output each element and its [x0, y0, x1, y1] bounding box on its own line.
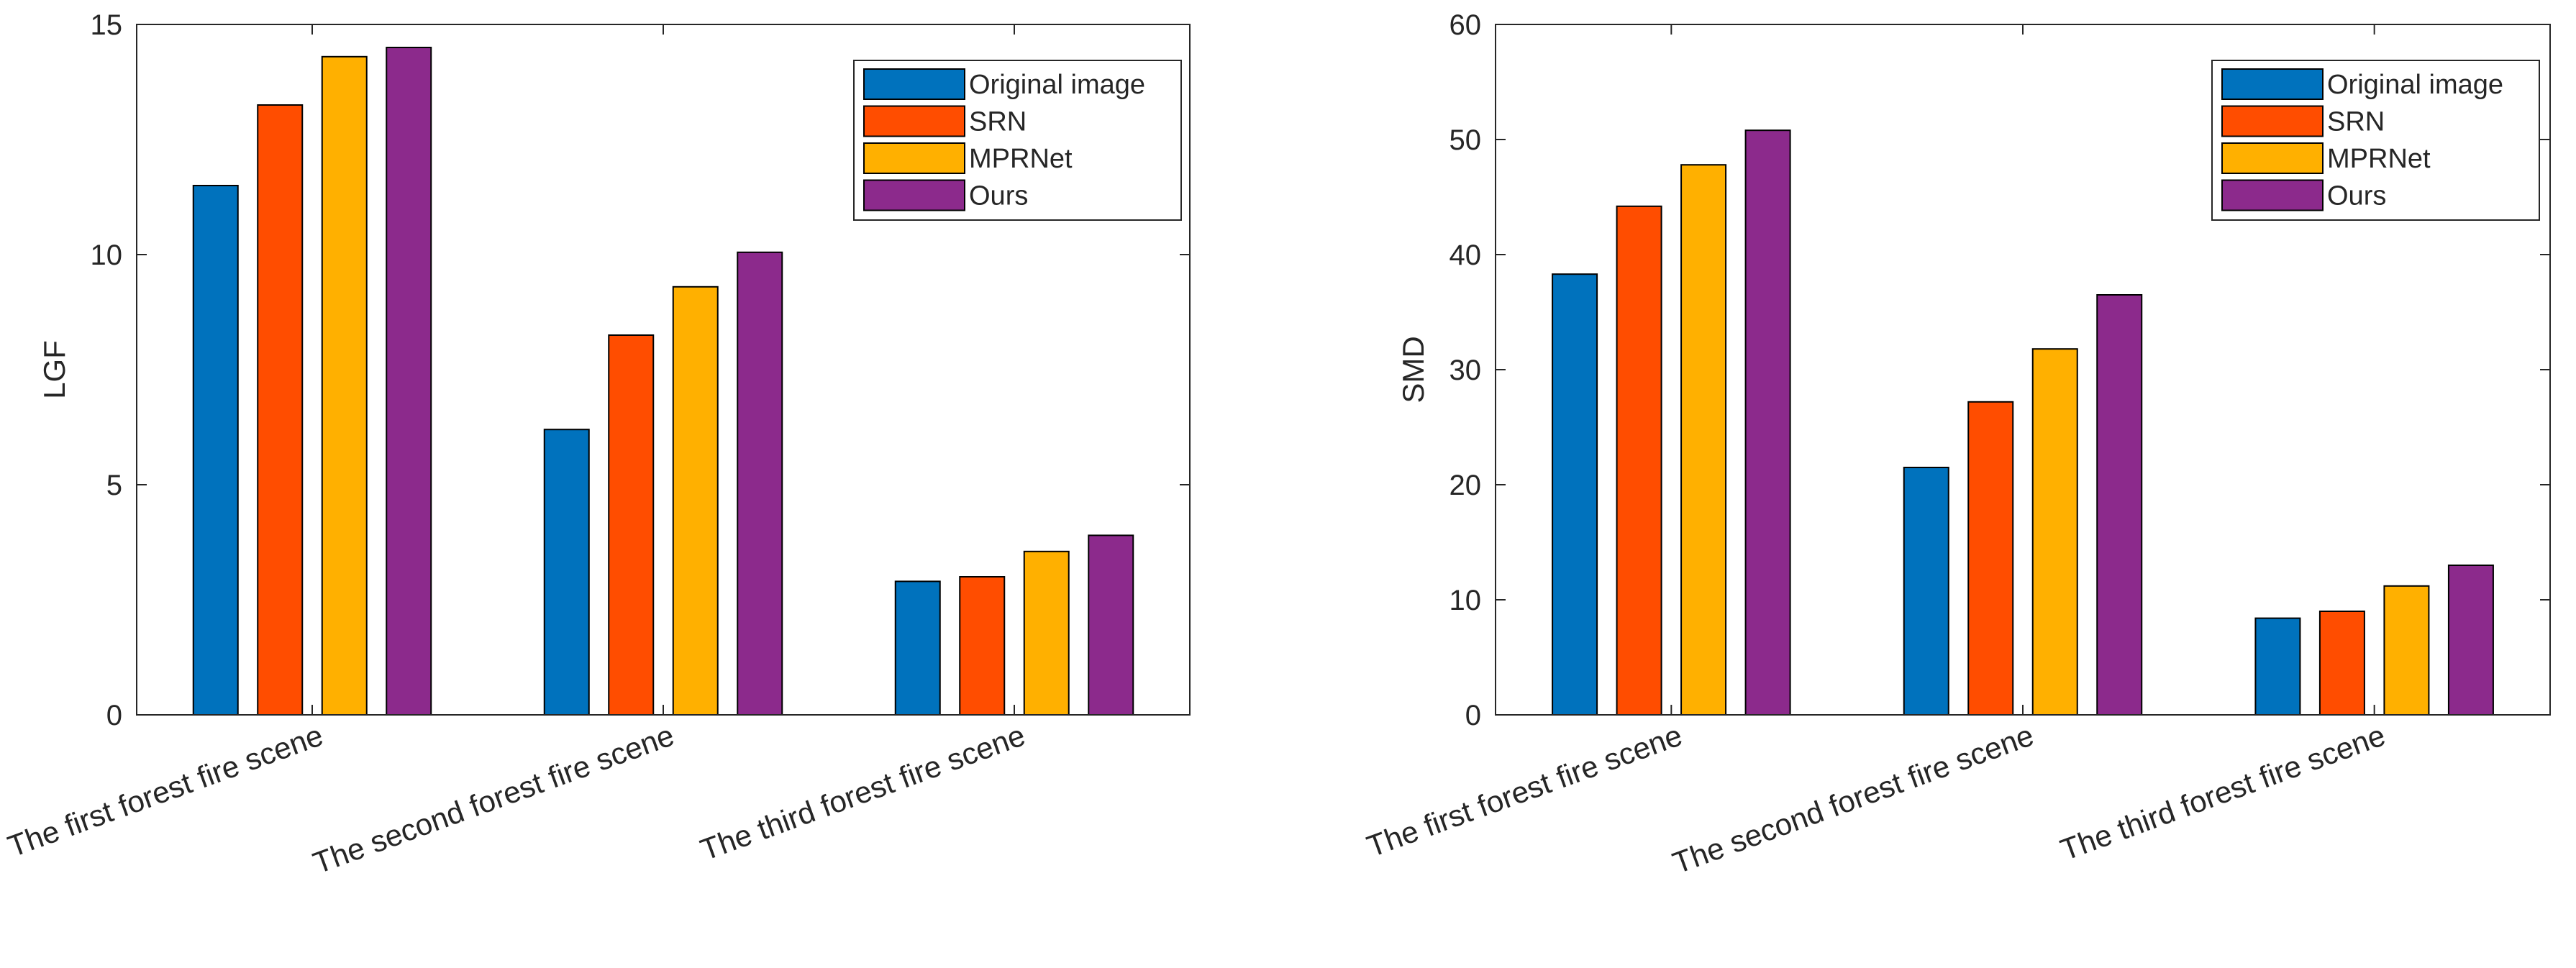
legend-swatch-srn	[863, 105, 965, 137]
y-axis-label: LGF	[37, 340, 71, 399]
bar-mprnet-2	[672, 286, 719, 716]
bar-mprnet-3	[2383, 585, 2430, 716]
x-tick-label-1: The first forest fire scene	[1362, 718, 1686, 863]
bar-original-image-2	[543, 429, 590, 716]
bar-ours-2	[737, 251, 783, 716]
bar-srn-3	[959, 576, 1006, 716]
legend: Original image SRN MPRNet Ours	[853, 60, 1182, 221]
legend-swatch-original-image	[2221, 68, 2324, 100]
legend-swatch-mprnet	[863, 142, 965, 174]
bar-ours-3	[2447, 565, 2494, 716]
y-tick-label: 5	[106, 470, 122, 501]
legend-label-srn: SRN	[969, 107, 1027, 137]
bar-ours-1	[386, 47, 432, 716]
bar-ours-2	[2096, 294, 2143, 716]
bar-original-image-3	[894, 580, 941, 716]
bar-srn-1	[257, 104, 304, 716]
bar-original-image-1	[192, 185, 239, 716]
x-tick-label-3: The third forest fire scene	[696, 718, 1030, 867]
legend-label-mprnet: MPRNet	[2327, 144, 2431, 174]
bar-ours-1	[1744, 129, 1791, 716]
legend-label-ours: Ours	[2327, 181, 2386, 211]
x-tick-label-3: The third forest fire scene	[2056, 718, 2390, 867]
legend-swatch-ours	[863, 179, 965, 211]
y-tick-label: 20	[1449, 470, 1482, 501]
bar-original-image-3	[2254, 617, 2301, 716]
y-tick-label: 50	[1449, 124, 1482, 156]
y-tick-label: 10	[1449, 585, 1482, 616]
bar-srn-2	[1967, 401, 2014, 716]
bar-original-image-1	[1552, 273, 1598, 716]
legend-label-ours: Ours	[969, 181, 1028, 211]
y-tick-label: 0	[1465, 700, 1481, 731]
y-tick-label: 0	[106, 700, 122, 731]
smd-chart: 0 10 20 30 40 50 60 SMD The first forest fire sc…	[1362, 9, 2551, 880]
legend-swatch-mprnet	[2221, 142, 2324, 174]
legend-label-srn: SRN	[2327, 107, 2385, 137]
bar-original-image-2	[1903, 467, 1949, 716]
y-tick-label: 60	[1449, 9, 1482, 41]
bar-mprnet-1	[1680, 164, 1727, 716]
legend-swatch-original-image	[863, 68, 965, 100]
x-tick-label-1: The first forest fire scene	[4, 718, 327, 863]
bar-mprnet-2	[2031, 348, 2078, 716]
legend-label-original-image: Original image	[2327, 70, 2503, 100]
legend: Original image SRN MPRNet Ours	[2211, 60, 2540, 221]
legend-label-original-image: Original image	[969, 70, 1145, 100]
legend-swatch-ours	[2221, 179, 2324, 211]
y-tick-label: 30	[1449, 355, 1482, 386]
bar-srn-2	[608, 334, 655, 716]
x-tick-label-2: The second forest fire scene	[309, 718, 678, 880]
bar-mprnet-3	[1023, 550, 1070, 716]
bar-srn-1	[1616, 205, 1662, 716]
x-tick-label-2: The second forest fire scene	[1668, 718, 2038, 880]
y-tick-label: 10	[91, 239, 123, 271]
bar-mprnet-1	[321, 55, 368, 716]
y-tick-label: 15	[91, 9, 123, 41]
bar-ours-3	[1088, 534, 1134, 716]
legend-swatch-srn	[2221, 105, 2324, 137]
legend-label-mprnet: MPRNet	[969, 144, 1073, 174]
y-axis-label: SMD	[1396, 336, 1430, 403]
bar-srn-3	[2318, 611, 2365, 716]
y-tick-label: 40	[1449, 239, 1482, 271]
